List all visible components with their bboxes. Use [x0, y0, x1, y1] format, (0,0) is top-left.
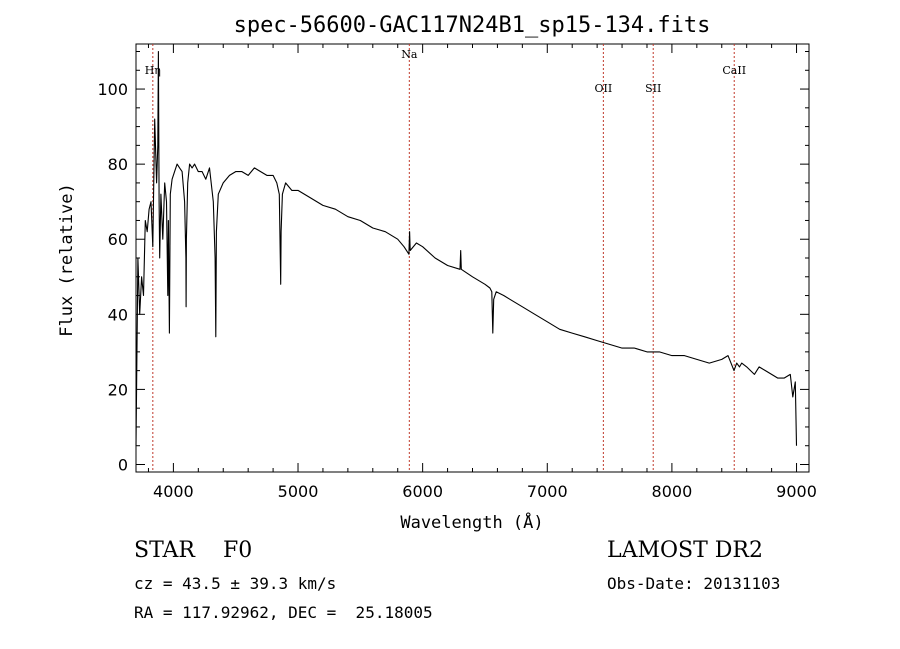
y-tick-label: 20: [108, 380, 128, 399]
cz-value: cz = 43.5 ± 39.3 km/s: [134, 574, 337, 593]
reference-line-label: OII: [595, 82, 613, 95]
class-line: STAR F0: [134, 538, 253, 563]
y-tick-label: 0: [118, 455, 128, 474]
ra-dec: RA = 117.92962, DEC = 25.18005: [134, 603, 433, 622]
x-tick-label: 4000: [153, 482, 194, 501]
reference-line-label: SII: [645, 82, 661, 95]
y-axis-label: Flux (relative): [57, 183, 77, 337]
spectrum-series: [135, 50, 798, 446]
reference-line-label: Hη: [145, 64, 161, 77]
x-tick-label: 5000: [278, 482, 319, 501]
y-tick-label: 80: [108, 155, 128, 174]
chart-title: spec-56600-GAC117N24B1_sp15-134.fits: [234, 13, 711, 38]
x-tick-label: 6000: [402, 482, 443, 501]
reference-line-label: Na: [401, 48, 418, 61]
x-tick-label: 9000: [776, 482, 817, 501]
survey-label: LAMOST DR2: [607, 538, 763, 563]
plot-area-border: [135, 43, 810, 473]
y-axis: 0 20 40 60 80 100: [97, 51, 809, 474]
reference-lines: Hη Na OII SII CaII: [145, 44, 746, 472]
x-axis: 4000 5000 6000 7000 8000 9000: [147, 44, 817, 501]
obs-date: Obs-Date: 20131103: [607, 574, 781, 593]
reference-line-label: CaII: [722, 64, 746, 77]
y-tick-label: 60: [108, 230, 128, 249]
x-tick-label: 8000: [652, 482, 693, 501]
y-tick-label: 40: [108, 305, 128, 324]
x-axis-label: Wavelength (Å): [400, 511, 543, 533]
plot-frame: [135, 43, 810, 473]
spectrum-line: [135, 50, 798, 446]
y-tick-label: 100: [97, 80, 128, 99]
x-tick-label: 7000: [527, 482, 568, 501]
